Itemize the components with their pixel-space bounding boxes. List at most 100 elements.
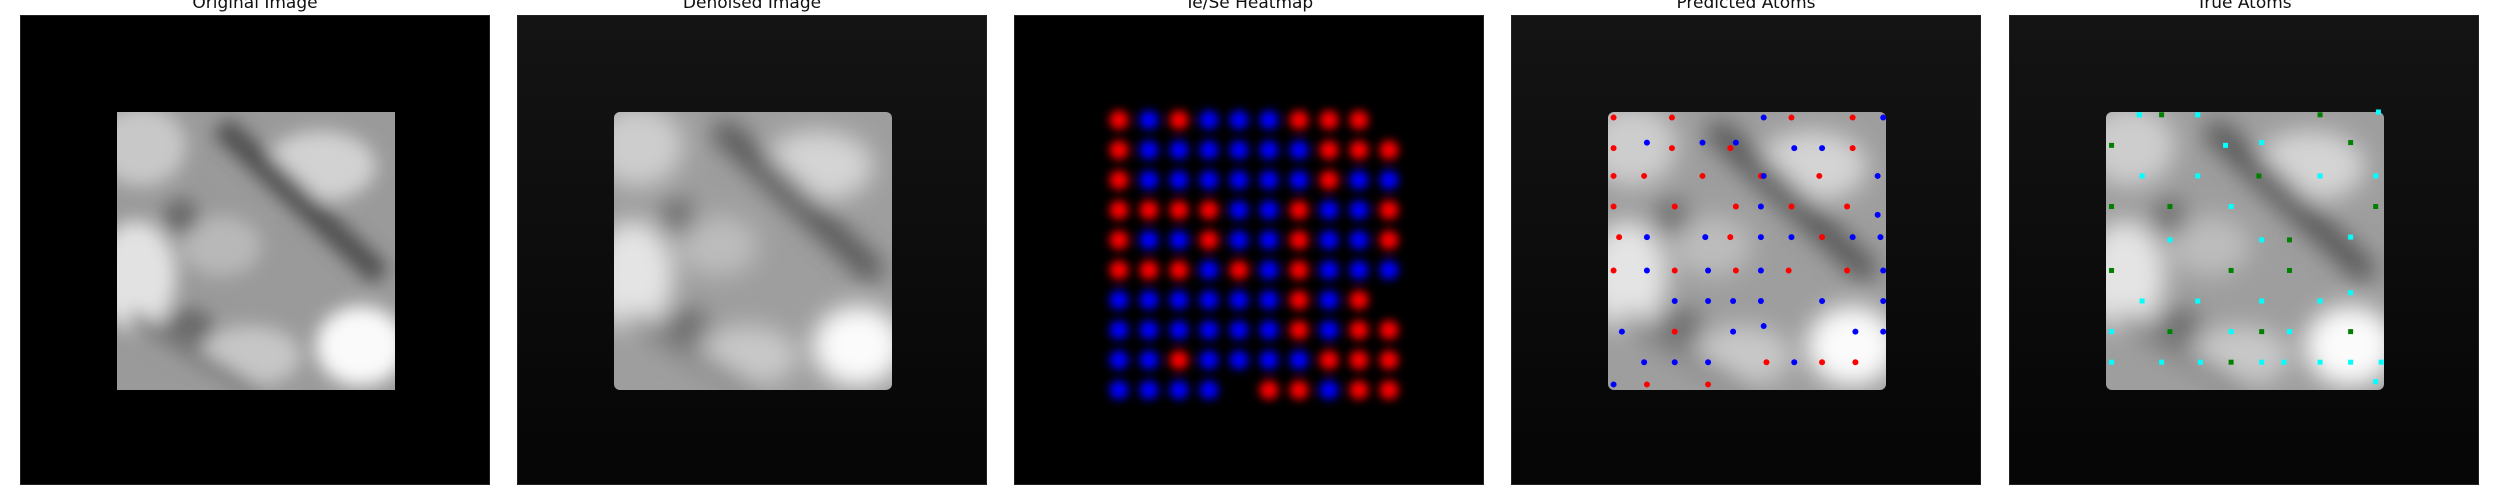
true-atom-green	[2256, 173, 2262, 179]
true-atom-cyan	[2259, 298, 2265, 304]
true-atom-cyan	[2259, 237, 2265, 243]
predicted-te-atom	[1671, 203, 1678, 210]
se-blob	[1229, 140, 1249, 160]
predicted-se-atom	[1705, 298, 1712, 305]
true-atom-cyan	[2259, 140, 2265, 146]
true-atom-cyan	[2348, 234, 2354, 240]
predicted-se-atom	[1760, 172, 1767, 179]
true-atom-green	[2348, 140, 2354, 146]
original-image-canvas	[21, 16, 489, 484]
true-atom-green	[2228, 267, 2234, 273]
true-atom-green	[2286, 267, 2292, 273]
true-atom-green	[2348, 329, 2354, 335]
te-blob	[1319, 350, 1339, 370]
se-blob	[1379, 170, 1399, 190]
te-blob	[1379, 320, 1399, 340]
predicted-te-atom	[1819, 234, 1826, 241]
true-atom-cyan	[2223, 142, 2229, 148]
se-blob	[1259, 260, 1279, 280]
se-blob	[1259, 140, 1279, 160]
predicted-te-atom	[1763, 359, 1770, 366]
predicted-se-atom	[1852, 328, 1859, 335]
predicted-se-atom	[1760, 114, 1767, 121]
se-blob	[1259, 200, 1279, 220]
title-denoised: Denoised Image	[682, 0, 822, 13]
se-blob	[1259, 110, 1279, 130]
se-blob	[1259, 230, 1279, 250]
predicted-se-atom	[1643, 267, 1650, 274]
se-blob	[1349, 170, 1369, 190]
predicted-te-atom	[1788, 203, 1795, 210]
predicted-se-atom	[1791, 359, 1798, 366]
true-atom-cyan	[2109, 359, 2115, 365]
predicted-se-atom	[1877, 234, 1884, 241]
se-blob	[1199, 290, 1219, 310]
predicted-te-atom	[1816, 172, 1823, 179]
true-atom-cyan	[2375, 109, 2381, 115]
se-blob	[1259, 350, 1279, 370]
te-blob	[1349, 140, 1369, 160]
te-blob	[1109, 230, 1129, 250]
predicted-se-atom	[1757, 203, 1764, 210]
predicted-te-atom	[1705, 381, 1712, 388]
se-blob	[1319, 200, 1339, 220]
predicted-te-atom	[1727, 145, 1734, 152]
se-blob	[1139, 230, 1159, 250]
se-blob	[1199, 350, 1219, 370]
te-blob	[1289, 290, 1309, 310]
te-blob	[1379, 140, 1399, 160]
predicted-te-atom	[1732, 267, 1739, 274]
te-blob	[1319, 110, 1339, 130]
true-atom-cyan	[2317, 298, 2323, 304]
te-blob	[1289, 260, 1309, 280]
se-blob	[1139, 380, 1159, 400]
predicted-te-atom	[1785, 267, 1792, 274]
te-blob	[1379, 380, 1399, 400]
true-atom-green	[2167, 204, 2173, 210]
te-blob	[1109, 140, 1129, 160]
panel-true-atoms	[2009, 15, 2479, 485]
predicted-se-atom	[1705, 267, 1712, 274]
predicted-se-atom	[1730, 328, 1737, 335]
se-blob	[1169, 290, 1189, 310]
te-blob	[1289, 320, 1309, 340]
predicted-se-atom	[1760, 323, 1767, 330]
predicted-te-atom	[1852, 359, 1859, 366]
panel-predicted-atoms	[1511, 15, 1981, 485]
predicted-te-atom	[1849, 114, 1856, 121]
true-atom-green	[2167, 329, 2173, 335]
se-blob	[1229, 320, 1249, 340]
predicted-te-atom	[1849, 145, 1856, 152]
se-blob	[1259, 170, 1279, 190]
se-blob	[1139, 140, 1159, 160]
predicted-se-atom	[1757, 267, 1764, 274]
se-blob	[1109, 350, 1129, 370]
true-atom-cyan	[2373, 379, 2379, 385]
te-blob	[1109, 260, 1129, 280]
se-blob	[1229, 110, 1249, 130]
micrograph	[117, 112, 395, 390]
se-blob	[1319, 230, 1339, 250]
predicted-se-atom	[1880, 328, 1887, 335]
predicted-se-atom	[1699, 139, 1706, 146]
se-blob	[1199, 110, 1219, 130]
true-atom-cyan	[2348, 290, 2354, 296]
predicted-se-atom	[1880, 267, 1887, 274]
se-blob	[1169, 320, 1189, 340]
true-atom-cyan	[2348, 359, 2354, 365]
predicted-se-atom	[1730, 298, 1737, 305]
true-atom-green	[2228, 359, 2234, 365]
title-heatmap: Te/Se Heatmap	[1184, 0, 1314, 13]
true-atom-cyan	[2167, 237, 2173, 243]
title-predicted: Predicted Atoms	[1676, 0, 1816, 13]
se-blob	[1229, 170, 1249, 190]
predicted-se-atom	[1641, 359, 1648, 366]
se-blob	[1139, 110, 1159, 130]
se-blob	[1169, 170, 1189, 190]
true-atom-green	[2109, 267, 2115, 273]
predicted-te-atom	[1788, 114, 1795, 121]
predicted-se-atom	[1791, 145, 1798, 152]
predicted-se-atom	[1610, 381, 1617, 388]
predicted-te-atom	[1668, 145, 1675, 152]
heatmap-canvas	[1015, 16, 1483, 484]
